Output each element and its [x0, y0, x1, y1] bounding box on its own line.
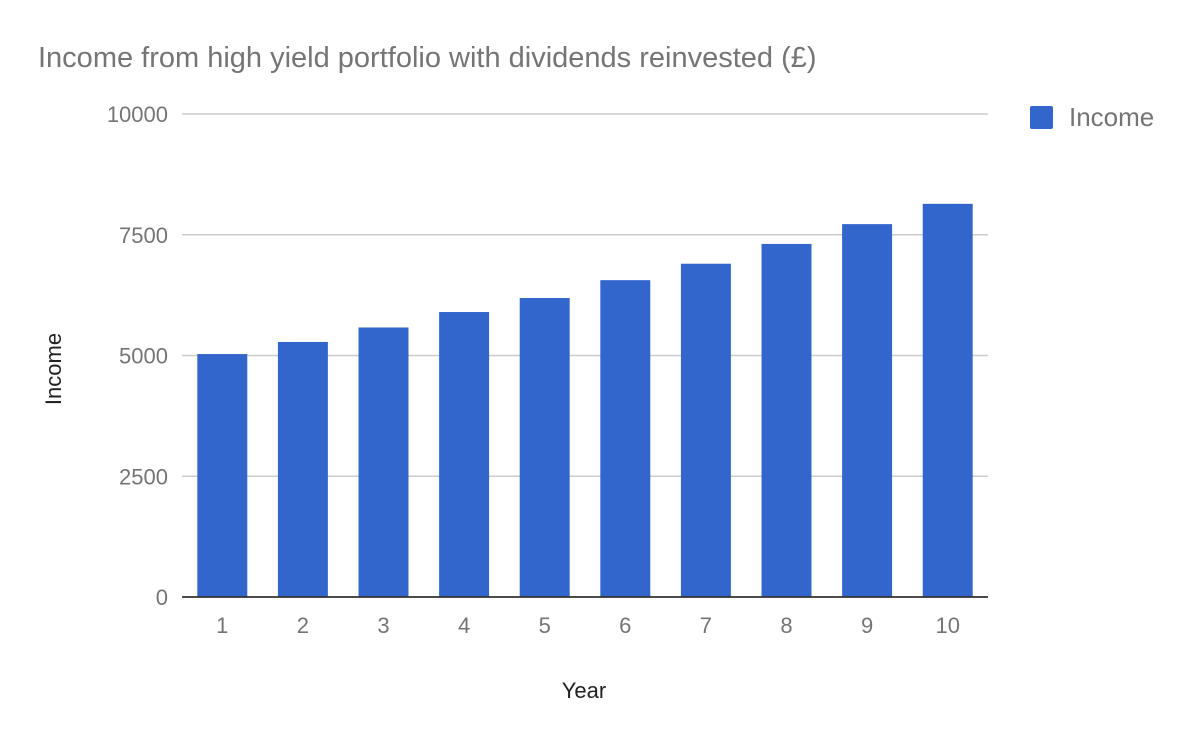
x-axis-ticks: 1 2 3 4 5 6 7 8 9 10	[216, 613, 960, 638]
bar-year-3	[358, 327, 409, 597]
x-tick-label: 2	[297, 613, 309, 638]
x-tick-label: 1	[216, 613, 228, 638]
bar-year-7	[680, 263, 731, 597]
bar-year-10	[922, 203, 973, 597]
y-tick-label: 0	[156, 585, 168, 610]
y-tick-label: 2500	[119, 464, 168, 489]
x-tick-label: 5	[539, 613, 551, 638]
bar-year-1	[197, 354, 248, 597]
y-axis-ticks: 0 2500 5000 7500 10000	[107, 102, 168, 610]
bar-year-2	[277, 341, 328, 597]
bar-year-9	[842, 224, 893, 597]
y-tick-label: 10000	[107, 102, 168, 127]
bar-year-8	[761, 243, 812, 597]
x-tick-label: 7	[700, 613, 712, 638]
y-tick-label: 5000	[119, 344, 168, 369]
x-tick-label: 6	[619, 613, 631, 638]
chart-title: Income from high yield portfolio with di…	[38, 42, 817, 74]
x-tick-label: 10	[935, 613, 959, 638]
y-axis-label: Income	[41, 333, 66, 405]
bar-year-6	[600, 280, 651, 597]
bars	[197, 203, 973, 597]
y-tick-label: 7500	[119, 223, 168, 248]
x-tick-label: 4	[458, 613, 470, 638]
x-tick-label: 3	[377, 613, 389, 638]
x-tick-label: 9	[861, 613, 873, 638]
bar-year-5	[519, 298, 570, 597]
bar-year-4	[439, 312, 490, 597]
x-tick-label: 8	[780, 613, 792, 638]
legend-swatch-income	[1030, 106, 1053, 129]
legend: Income	[1030, 102, 1154, 132]
x-axis-label: Year	[562, 678, 606, 703]
legend-label-income: Income	[1069, 102, 1154, 132]
